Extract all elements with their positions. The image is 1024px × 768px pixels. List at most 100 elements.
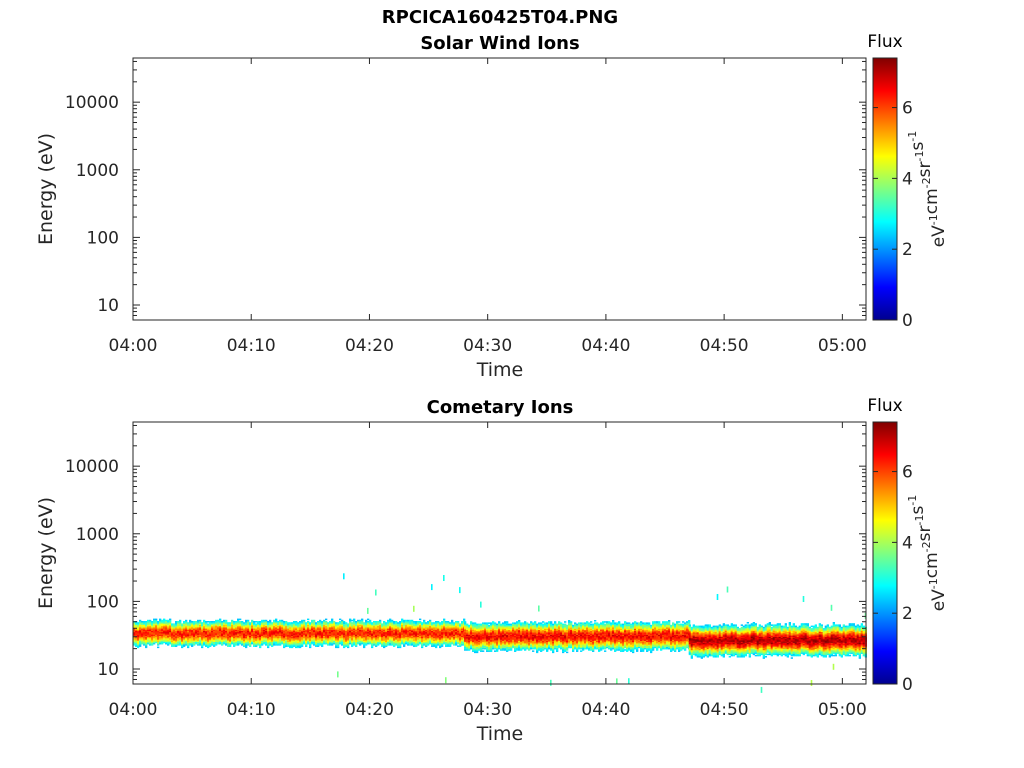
- spectrogram-cell: [265, 619, 268, 622]
- spectrogram-cell: [542, 647, 545, 650]
- spectrogram-cell: [560, 628, 563, 631]
- spectrogram-cell: [504, 644, 507, 646]
- spectrogram-cell: [405, 622, 408, 624]
- spectrogram-cell: [558, 627, 561, 629]
- spectrogram-cell: [586, 634, 589, 637]
- spectrogram-cell: [468, 629, 471, 632]
- spectrogram-cell: [572, 632, 575, 634]
- spectrogram-cell: [419, 635, 422, 638]
- spectrogram-cell: [233, 621, 236, 623]
- spectrogram-cell: [538, 640, 541, 643]
- spectrogram-cell: [331, 642, 334, 645]
- spectrogram-cell: [175, 633, 178, 635]
- spectrogram-cell: [417, 642, 420, 645]
- spectrogram-cell: [133, 630, 136, 633]
- spectrogram-cell: [139, 639, 142, 641]
- spectrogram-cell: [253, 623, 256, 625]
- spectrogram-cell: [213, 622, 216, 624]
- spectrogram-cell: [401, 628, 404, 630]
- spectrogram-cell: [415, 627, 418, 629]
- spectrogram-cell: [251, 628, 254, 630]
- spectrogram-cell: [470, 647, 473, 650]
- spectrogram-cell: [155, 635, 158, 638]
- spectrogram-cell: [556, 647, 559, 650]
- spectrogram-cell: [478, 649, 481, 651]
- spectrogram-cell: [445, 623, 448, 625]
- spectrogram-cell: [381, 633, 384, 635]
- spectrogram-cell: [427, 630, 430, 633]
- spectrogram-cell: [209, 628, 212, 630]
- spectrogram-cell: [165, 629, 168, 632]
- spectrogram-cell: [433, 630, 436, 633]
- spectrogram-cell: [253, 634, 256, 636]
- spectrogram-cell: [207, 641, 210, 644]
- spectrogram-cell: [307, 624, 310, 627]
- spectrogram-cell: [341, 642, 344, 645]
- spectrogram-cell: [269, 636, 272, 639]
- spectrogram-cell: [461, 624, 464, 627]
- spectrogram-cell: [307, 641, 310, 644]
- spectrogram-cell: [355, 636, 358, 639]
- spectrogram-cell: [147, 630, 150, 633]
- spectrogram-cell: [287, 630, 290, 633]
- spectrogram-cell: [257, 622, 260, 624]
- spectrogram-cell: [273, 623, 276, 625]
- spectrogram-cell: [239, 639, 242, 641]
- spectrogram-cell: [289, 635, 292, 638]
- spectrogram-cell: [492, 646, 495, 649]
- spectrogram-cell: [584, 644, 587, 646]
- spectrogram-cell: [247, 644, 250, 646]
- spectrogram-cell: [484, 624, 487, 627]
- spectrogram-cell: [175, 630, 178, 633]
- spectrogram-cell: [425, 645, 428, 647]
- spectrogram-cell: [395, 628, 398, 630]
- spectrogram-cell: [163, 629, 166, 632]
- spectrogram-cell: [484, 641, 487, 644]
- spectrogram-cell: [379, 630, 382, 633]
- spectrogram-cell: [514, 649, 517, 651]
- spectrogram-cell: [253, 630, 256, 633]
- spectrogram-cell: [205, 639, 208, 641]
- spectrogram-cell: [345, 645, 348, 647]
- spectrogram-cell: [560, 632, 563, 634]
- spectrogram-cell: [157, 641, 160, 644]
- spectrogram-cell: [576, 632, 579, 634]
- spectrogram-cell: [201, 639, 204, 641]
- spectrogram-cell: [540, 643, 543, 645]
- spectrogram-cell: [381, 641, 384, 644]
- spectrogram-cell: [580, 626, 583, 628]
- spectrogram-cell: [267, 634, 270, 636]
- x-tick-label: 04:00: [109, 336, 158, 356]
- spectrogram-cell: [492, 627, 495, 629]
- spectrogram-cell: [506, 649, 509, 651]
- spectrogram-cell: [221, 623, 224, 625]
- spectrogram-cell: [580, 623, 583, 626]
- spectrogram-cell: [239, 621, 242, 623]
- spectrogram-cell: [564, 626, 567, 628]
- spectrogram-cell: [387, 629, 390, 632]
- spectrogram-cell: [570, 626, 573, 628]
- spectrogram-cell: [229, 640, 232, 643]
- spectrogram-cell: [433, 640, 436, 643]
- spectrogram-cell: [580, 644, 583, 646]
- spectrogram-cell: [586, 640, 589, 643]
- spectrogram-cell: [451, 638, 454, 640]
- spectrogram-cell: [389, 638, 392, 640]
- spectrogram-cell: [524, 633, 527, 635]
- spectrogram-cell: [504, 633, 507, 635]
- spectrogram-cell: [171, 641, 174, 644]
- spectrogram-cell: [223, 633, 226, 635]
- spectrogram-cell: [295, 628, 298, 630]
- spectrogram-cell: [145, 638, 148, 640]
- spectrogram-cell: [177, 632, 180, 634]
- spectrogram-cell: [225, 621, 228, 623]
- spectrogram-cell: [203, 621, 206, 623]
- spectrogram-cell: [526, 637, 529, 639]
- spectrogram-cell: [371, 627, 374, 629]
- spectrogram-cell: [538, 629, 541, 632]
- spectrogram-cell: [500, 628, 503, 631]
- spectrogram-cell: [550, 644, 553, 646]
- spectrogram-cell: [297, 635, 300, 638]
- spectrogram-cell: [331, 623, 334, 625]
- spectrogram-cell: [199, 627, 202, 629]
